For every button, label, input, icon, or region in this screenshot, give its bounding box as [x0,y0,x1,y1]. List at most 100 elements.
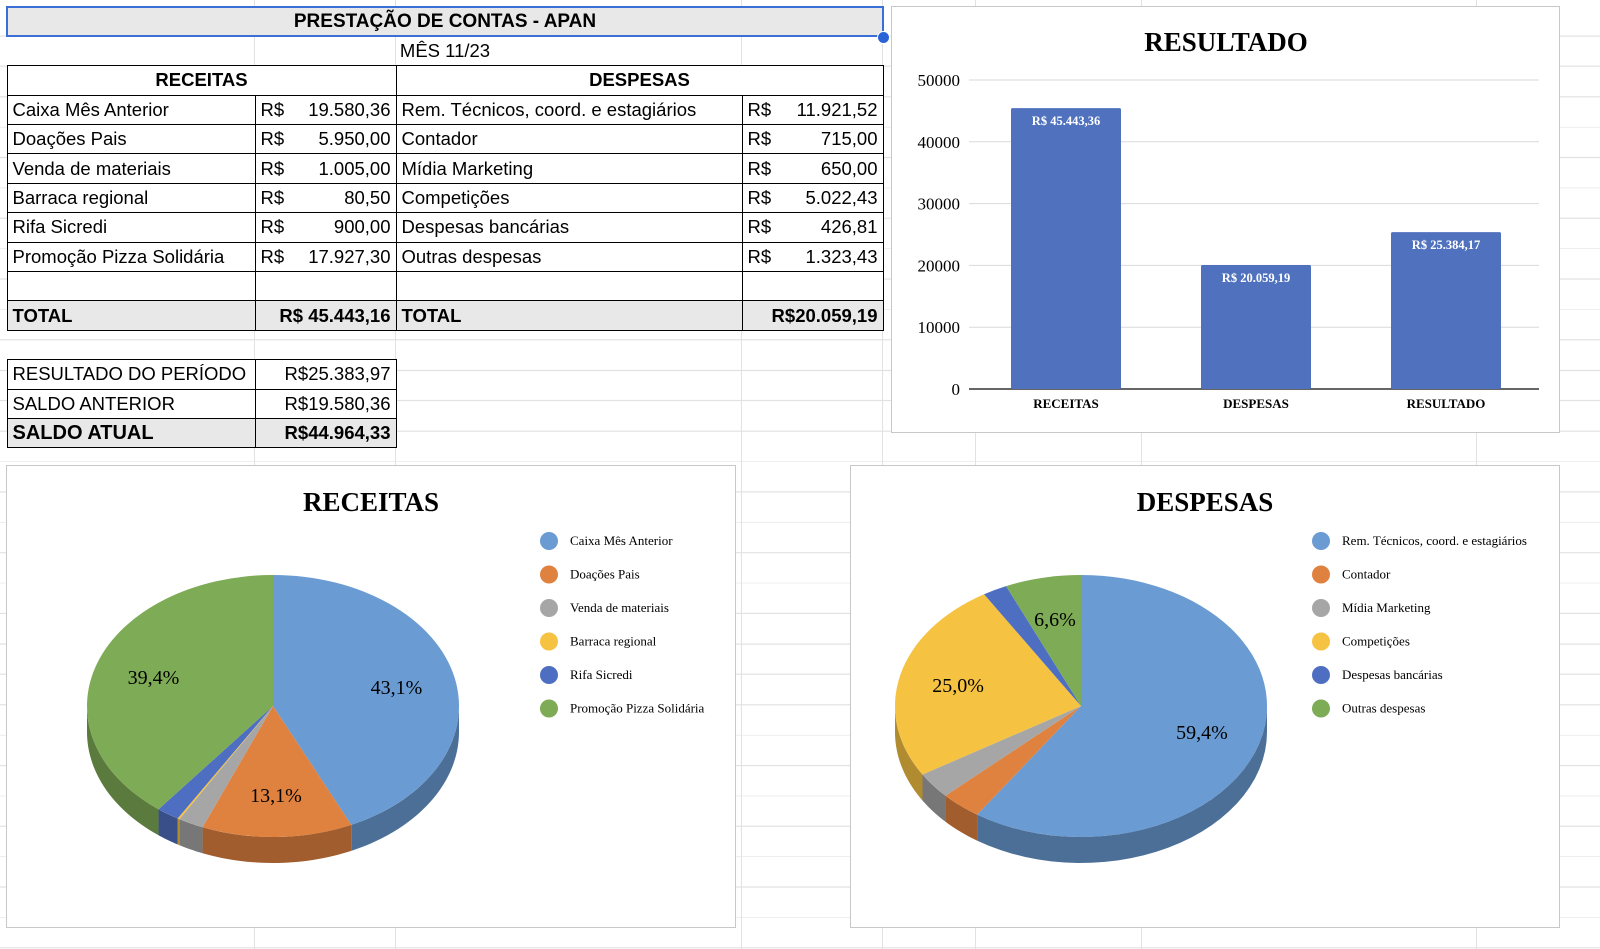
saldo-atual-value[interactable]: R$44.964,33 [254,417,397,449]
legend-label: Despesas bancárias [1342,667,1443,682]
amount: 715,00 [820,128,878,150]
despesa-label-cell[interactable]: Rem. Técnicos, coord. e estagiários [395,94,743,126]
y-tick-label: 40000 [918,133,961,152]
despesa-label: Contador [401,128,478,150]
receita-value-cell[interactable]: R$ 5.950,00 [254,124,397,155]
resultado-label[interactable]: RESULTADO DO PERÍODO [6,359,256,390]
saldo-anterior-value[interactable]: R$19.580,36 [254,388,397,419]
currency-symbol: R$ [260,128,285,150]
pie-slice-side [87,706,159,836]
empty-cell[interactable] [395,271,743,302]
x-tick-label: RESULTADO [1407,396,1486,411]
despesa-label-cell[interactable]: Outras despesas [395,241,743,273]
pie-chart-despesas[interactable]: DESPESAS 59,4% 25,0% 6,6% Rem. Técnicos, coo… [850,465,1560,928]
chart-title: DESPESAS [1137,487,1274,517]
legend-label: Caixa Mês Anterior [570,533,673,548]
total-despesas-value[interactable]: R$20.059,19 [741,300,884,331]
receita-label-cell[interactable]: Caixa Mês Anterior [6,94,256,126]
currency-symbol: R$ [747,245,772,267]
currency-symbol: R$ [747,128,772,150]
despesa-label: Mídia Marketing [401,157,534,179]
selection-fill-handle[interactable] [877,31,890,44]
total-receitas-value[interactable]: R$ 45.443,16 [254,300,397,331]
pie-slice [177,706,273,820]
receita-value-cell[interactable]: R$ 19.580,36 [254,94,397,126]
pie-slice [1006,575,1081,706]
y-tick-label: 20000 [918,256,961,275]
resultado-value[interactable]: R$25.383,97 [254,359,397,390]
bar [1011,108,1121,389]
total-despesas-label[interactable]: TOTAL [395,300,743,331]
despesa-label-cell[interactable]: Competições [395,182,743,214]
amount: 19.580,36 [308,98,391,120]
month-cell[interactable]: MÊS 11/23 [399,40,491,62]
currency-symbol: R$ [747,187,772,209]
pie-slice-side [895,706,923,801]
pie-slice [158,706,273,819]
empty-cell[interactable] [6,271,256,302]
receita-label-cell[interactable]: Venda de materiais [6,153,256,184]
receita-label: Venda de materiais [12,157,171,179]
total-receitas-label[interactable]: TOTAL [6,300,256,331]
despesa-value-cell[interactable]: R$ 650,00 [741,153,884,184]
pie-chart-receitas[interactable]: RECEITAS 43,1% 13,1% 39,4% Caixa Mês Anterio… [6,465,736,928]
despesa-value-cell[interactable]: R$ 1.323,43 [741,241,884,273]
y-tick-label: 0 [952,380,961,399]
legend-marker [1312,699,1330,718]
receita-value-cell[interactable]: R$ 17.927,30 [254,241,397,273]
currency-symbol: R$ [260,157,285,179]
despesa-value-cell[interactable]: R$ 426,81 [741,212,884,243]
despesa-value-cell[interactable]: R$ 5.022,43 [741,182,884,214]
legend-label: Rem. Técnicos, coord. e estagiários [1342,533,1527,548]
amount: 11.921,52 [796,98,878,120]
receita-label: Doações Pais [12,128,127,150]
pie-slice-side [177,818,180,846]
x-tick-label: RECEITAS [1033,396,1099,411]
legend-marker [540,632,558,651]
slice-label: 59,4% [1176,722,1228,744]
legend-marker [1312,599,1330,617]
pie-slice [86,575,273,810]
amount: 17.927,30 [308,245,391,267]
receita-label-cell[interactable]: Rifa Sicredi [6,212,256,243]
legend-label: Venda de materiais [570,600,669,615]
receita-value-cell[interactable]: R$ 80,50 [254,182,397,214]
receitas-header[interactable]: RECEITAS [6,65,397,96]
receita-label-cell[interactable]: Barraca regional [6,182,256,214]
legend-label: Mídia Marketing [1342,600,1431,615]
pie-slice [179,706,273,828]
data-label: R$ 45.443,36 [1032,114,1100,128]
slice-label: 13,1% [250,785,302,807]
pie-slice-side [179,819,203,854]
sheet-title-cell[interactable]: PRESTAÇÃO DE CONTAS - APAN [6,5,884,38]
currency-symbol: R$ [747,98,772,120]
legend-label: Promoção Pizza Solidária [570,701,705,716]
pie-slice-side [922,774,946,822]
receita-value-cell[interactable]: R$ 1.005,00 [254,153,397,184]
despesas-header[interactable]: DESPESAS [395,65,884,96]
despesa-label-cell[interactable]: Despesas bancárias [395,212,743,243]
bar-chart-resultado[interactable]: RESULTADO 0 10000 20000 30000 40000 50000 R$ 45… [891,6,1560,433]
despesa-value-cell[interactable]: R$ 11.921,52 [741,94,884,126]
y-tick-label: 30000 [918,195,961,214]
receita-label: Caixa Mês Anterior [12,98,169,120]
despesa-value-cell[interactable]: R$ 715,00 [741,124,884,155]
legend-marker [540,666,558,684]
spreadsheet-table: PRESTAÇÃO DE CONTAS - APAN MÊS 11/23 REC… [6,5,884,449]
receita-value-cell[interactable]: R$ 900,00 [254,212,397,243]
legend-marker [1312,565,1330,584]
table-row: Promoção Pizza Solidária R$ 17.927,30 Outra… [6,241,884,273]
bar [1391,232,1501,389]
despesa-label-cell[interactable]: Mídia Marketing [395,153,743,184]
pie-slice [984,586,1081,706]
y-tick-label: 10000 [918,318,961,337]
saldo-anterior-label[interactable]: SALDO ANTERIOR [6,388,256,419]
receita-label-cell[interactable]: Doações Pais [6,124,256,155]
despesa-label-cell[interactable]: Contador [395,124,743,155]
slice-label: 43,1% [371,677,423,699]
empty-cell[interactable] [254,271,397,302]
empty-cell[interactable] [741,271,884,302]
saldo-atual-label[interactable]: SALDO ATUAL [6,417,256,449]
data-label: R$ 25.384,17 [1412,238,1480,252]
receita-label-cell[interactable]: Promoção Pizza Solidária [6,241,256,273]
